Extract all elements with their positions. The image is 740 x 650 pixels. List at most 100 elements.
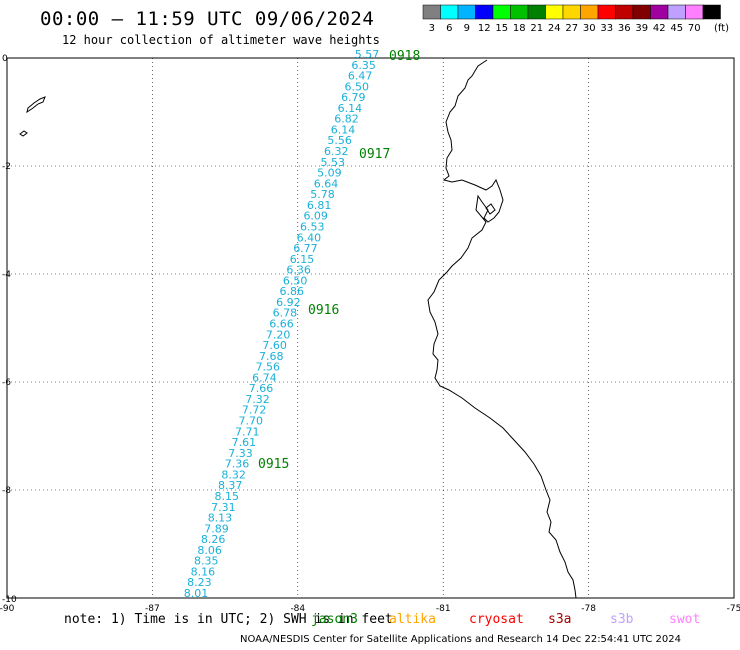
color-legend: 3 6 9 12 15 18 21 24 27 30 33 36 39 42 45 70 (ft) xyxy=(422,4,729,34)
wave-height-value: 8.35 xyxy=(194,555,219,568)
day-label: 0916 xyxy=(308,303,339,318)
legend-swatch xyxy=(475,4,494,20)
wave-height-value: 6.53 xyxy=(300,220,325,233)
wave-height-value: 8.26 xyxy=(201,533,226,546)
wave-height-value: 6.50 xyxy=(344,80,369,93)
x-tick-label: -81 xyxy=(436,604,451,614)
legend-swatch xyxy=(510,4,529,20)
y-tick-label: -4 xyxy=(2,270,11,280)
wave-height-value: 7.32 xyxy=(245,393,270,406)
map-frame xyxy=(6,57,735,599)
wave-height-value: 7.31 xyxy=(211,501,236,514)
legend-swatch xyxy=(597,4,616,20)
wave-height-value: 6.14 xyxy=(338,102,363,115)
wave-height-value: 6.86 xyxy=(280,285,305,298)
wave-height-value: 6.82 xyxy=(334,113,359,126)
legend-swatch xyxy=(457,4,476,20)
satellite-label: cryosat xyxy=(469,612,524,627)
satellite-label: swot xyxy=(669,612,701,627)
grid-lines xyxy=(7,58,734,598)
day-label: 0917 xyxy=(359,147,390,162)
legend-label: 27 xyxy=(565,23,578,34)
wave-height-value: 7.60 xyxy=(262,339,287,352)
wave-height-value: 6.32 xyxy=(324,145,349,158)
wave-height-value: 6.09 xyxy=(303,210,328,223)
legend-label: 9 xyxy=(464,23,470,34)
satellite-track: 5.576.356.476.506.796.146.826.145.566.32… xyxy=(184,48,380,600)
legend-label: 39 xyxy=(635,23,648,34)
wave-height-value: 5.53 xyxy=(321,156,346,169)
legend-label: 3 xyxy=(429,23,435,34)
coastline xyxy=(427,59,577,599)
legend-swatch xyxy=(580,4,599,20)
wave-height-value: 7.70 xyxy=(238,415,263,428)
x-tick-label: -75 xyxy=(727,604,740,614)
wave-height-value: 6.14 xyxy=(331,123,356,136)
legend-label: 33 xyxy=(600,23,613,34)
legend-swatch xyxy=(492,4,511,20)
legend-label: 15 xyxy=(495,23,508,34)
legend-swatch xyxy=(667,4,686,20)
legend-unit: (ft) xyxy=(714,23,729,34)
satellite-label: s3a xyxy=(548,612,572,627)
legend-label: 36 xyxy=(618,23,631,34)
x-tick-label: -87 xyxy=(145,604,160,614)
wave-height-value: 6.81 xyxy=(307,199,332,212)
wave-height-value: 8.37 xyxy=(218,479,243,492)
wave-height-value: 7.56 xyxy=(256,361,281,374)
note-text: note: 1) Time is in UTC; 2) SWH is in fe… xyxy=(64,612,393,627)
y-tick-label: -8 xyxy=(2,486,11,496)
wave-height-value: 8.01 xyxy=(184,587,209,600)
wave-height-value: 5.09 xyxy=(317,167,342,180)
legend-label: 45 xyxy=(670,23,683,34)
galapagos-island-small xyxy=(19,130,28,137)
wave-height-value: 6.66 xyxy=(269,318,294,331)
legend-swatch xyxy=(562,4,581,20)
wave-height-value: 7.66 xyxy=(249,382,274,395)
axis-ticks: -90 -87 -84 -81 -78 -75 0 -2 -4 -6 -8 -10 xyxy=(0,54,740,614)
wave-height-value: 6.35 xyxy=(351,59,376,72)
wave-height-value: 7.33 xyxy=(228,447,253,460)
legend-swatch xyxy=(440,4,459,20)
wave-height-value: 7.72 xyxy=(242,404,267,417)
wave-height-value: 7.71 xyxy=(235,425,260,438)
wave-height-value: 6.40 xyxy=(297,231,322,244)
wave-height-value: 6.78 xyxy=(273,307,298,320)
wave-height-value: 5.57 xyxy=(355,48,380,61)
day-labels: 0918 0917 0916 0915 xyxy=(258,49,420,472)
wave-height-value: 7.36 xyxy=(225,458,250,471)
legend-swatch xyxy=(545,4,564,20)
wave-height-value: 6.47 xyxy=(348,70,373,83)
wave-height-value: 7.89 xyxy=(204,522,229,535)
map-subtitle: 12 hour collection of altimeter wave hei… xyxy=(62,33,380,47)
wave-height-value: 8.16 xyxy=(191,565,216,578)
legend-label: 70 xyxy=(688,23,701,34)
legend-swatch xyxy=(650,4,669,20)
legend-swatch xyxy=(615,4,634,20)
y-tick-label: 0 xyxy=(2,54,8,64)
legend-swatch xyxy=(702,4,721,20)
wave-height-value: 8.23 xyxy=(187,576,212,589)
legend-swatch xyxy=(527,4,546,20)
map-title: 00:00 – 11:59 UTC 09/06/2024 xyxy=(40,8,375,30)
day-label: 0918 xyxy=(389,49,420,64)
wave-height-value: 6.77 xyxy=(293,242,318,255)
legend-swatch xyxy=(632,4,651,20)
legend-swatch xyxy=(685,4,704,20)
wave-height-value: 6.36 xyxy=(286,264,311,277)
y-tick-label: -6 xyxy=(2,378,11,388)
y-tick-label: -2 xyxy=(2,162,11,172)
wave-height-value: 7.20 xyxy=(266,328,291,341)
x-tick-label: -90 xyxy=(0,604,15,614)
wave-height-value: 7.61 xyxy=(232,436,257,449)
satellite-label: jason3 xyxy=(311,612,358,627)
legend-label: 24 xyxy=(548,23,561,34)
footer-credit: NOAA/NESDIS Center for Satellite Applica… xyxy=(240,634,682,645)
legend-label: 42 xyxy=(653,23,666,34)
island-west-coast xyxy=(485,203,496,215)
wave-height-value: 8.32 xyxy=(221,468,246,481)
wave-height-value: 8.15 xyxy=(215,490,240,503)
legend-swatch xyxy=(422,4,441,20)
wave-height-value: 5.78 xyxy=(310,188,335,201)
